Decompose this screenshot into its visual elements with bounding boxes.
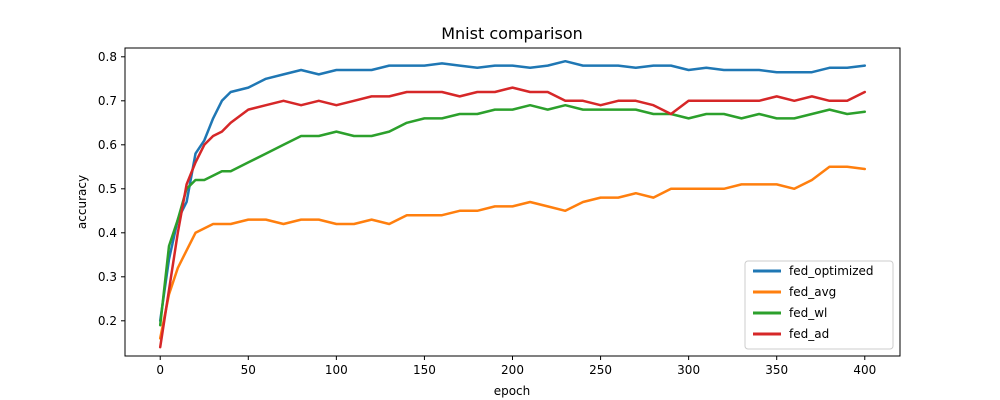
legend-label-fed_avg: fed_avg — [789, 285, 836, 299]
legend-label-fed_ad: fed_ad — [789, 327, 829, 341]
x-tick-label: 150 — [413, 363, 436, 377]
x-tick-label: 400 — [853, 363, 876, 377]
series-line-fed_optimized — [158, 59, 867, 323]
y-tick-label: 0.3 — [98, 270, 117, 284]
x-tick-label: 50 — [241, 363, 256, 377]
x-tick-label: 300 — [677, 363, 700, 377]
legend: fed_optimized fed_avg fed_wl fed_ad — [744, 260, 894, 350]
series-line-fed_wl — [158, 103, 867, 327]
series-line-fed_ad — [158, 86, 867, 349]
x-tick-label: 100 — [325, 363, 348, 377]
series-line-fed_avg — [158, 165, 867, 340]
series-lines — [158, 59, 867, 349]
legend-label-fed_optimized: fed_optimized — [789, 264, 874, 278]
x-axis-label: epoch — [494, 384, 531, 398]
y-tick-label: 0.4 — [98, 226, 117, 240]
y-tick-label: 0.5 — [98, 182, 117, 196]
chart-title: Mnist comparison — [441, 24, 583, 43]
y-axis: 0.2 0.3 0.4 0.5 0.6 0.7 0.8 — [98, 50, 125, 328]
y-tick-label: 0.8 — [98, 50, 117, 64]
x-tick-label: 350 — [765, 363, 788, 377]
legend-label-fed_wl: fed_wl — [789, 306, 827, 320]
y-axis-label: accuracy — [75, 175, 89, 229]
legend-box — [744, 260, 894, 350]
y-tick-label: 0.2 — [98, 314, 117, 328]
y-tick-label: 0.6 — [98, 138, 117, 152]
x-tick-label: 250 — [589, 363, 612, 377]
y-tick-label: 0.7 — [98, 94, 117, 108]
x-axis: 0 50 100 150 200 250 300 350 400 — [156, 356, 876, 377]
x-tick-label: 200 — [501, 363, 524, 377]
x-tick-label: 0 — [156, 363, 164, 377]
